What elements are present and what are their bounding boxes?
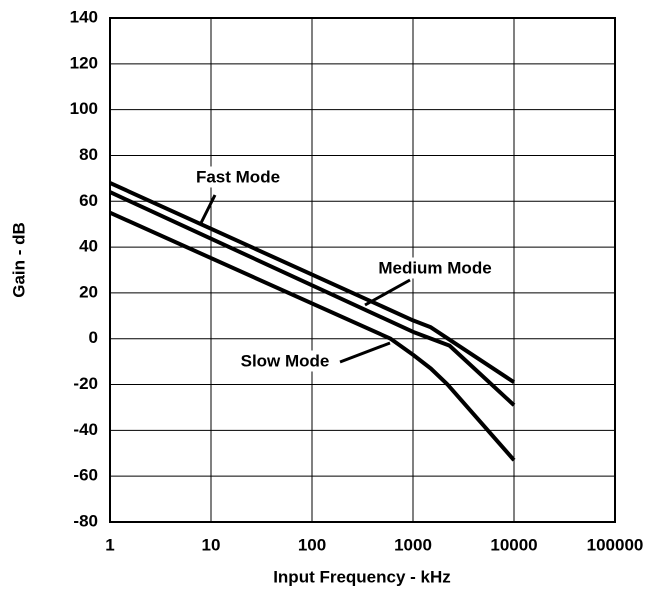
y-axis-label: Gain - dB: [9, 222, 28, 298]
y-tick-label: 60: [79, 191, 98, 210]
y-tick-label: -80: [73, 511, 98, 530]
y-tick-label: 0: [89, 328, 98, 347]
x-tick-label: 100: [298, 535, 326, 554]
label-bg: [375, 257, 495, 279]
y-tick-label: 120: [70, 53, 98, 72]
series-label: Medium Mode: [378, 258, 491, 277]
leader-line: [198, 194, 217, 226]
y-tick-label: 100: [70, 99, 98, 118]
x-tick-label: 10000: [490, 535, 537, 554]
y-tick-label: -40: [73, 420, 98, 439]
label-bg: [237, 350, 333, 372]
label-bg: [192, 166, 284, 188]
series-line: [109, 190, 516, 407]
y-tick-label: 140: [70, 7, 98, 26]
series-line: [109, 210, 516, 462]
x-axis-label: Input Frequency - kHz: [273, 567, 451, 586]
x-tick-label: 100000: [587, 535, 644, 554]
series-label: Fast Mode: [196, 167, 280, 186]
x-tick-label: 1: [105, 535, 114, 554]
y-tick-label: 40: [79, 237, 98, 256]
series-line: [109, 181, 516, 384]
y-tick-label: 80: [79, 145, 98, 164]
y-tick-label: -20: [73, 374, 98, 393]
leader-line: [339, 341, 391, 364]
y-tick-label: -60: [73, 466, 98, 485]
leader-line: [364, 278, 411, 307]
x-tick-label: 1000: [394, 535, 432, 554]
plot-frame: [109, 17, 616, 523]
x-tick-label: 10: [202, 535, 221, 554]
y-tick-label: 20: [79, 282, 98, 301]
series-label: Slow Mode: [241, 351, 330, 370]
